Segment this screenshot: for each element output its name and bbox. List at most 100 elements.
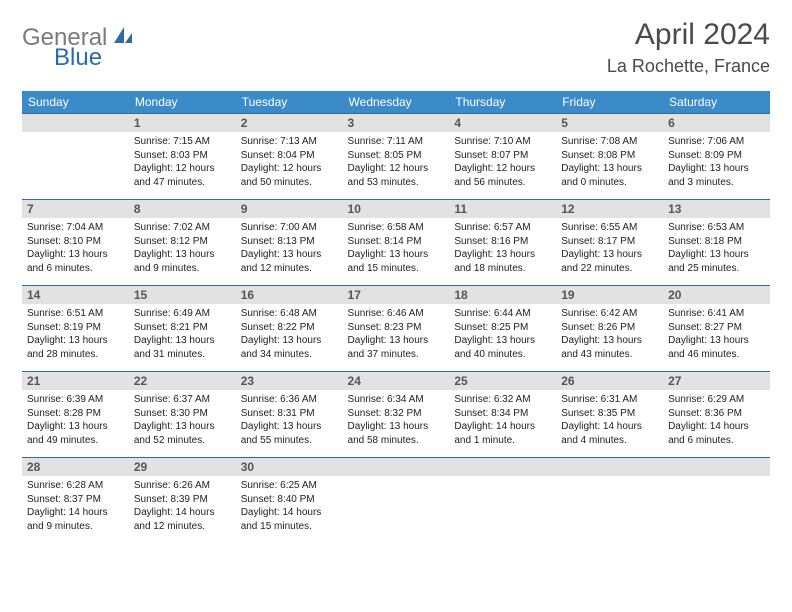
sunset-text: Sunset: 8:39 PM [134,493,231,507]
day-number: 2 [236,114,343,132]
calendar-cell: 14Sunrise: 6:51 AMSunset: 8:19 PMDayligh… [22,286,129,372]
day-details: Sunrise: 7:04 AMSunset: 8:10 PMDaylight:… [22,218,129,281]
daylight-text: Daylight: 13 hours and 22 minutes. [561,248,658,275]
daylight-text: Daylight: 14 hours and 4 minutes. [561,420,658,447]
daylight-text: Daylight: 13 hours and 40 minutes. [454,334,551,361]
calendar-cell: 12Sunrise: 6:55 AMSunset: 8:17 PMDayligh… [556,200,663,286]
day-number: 1 [129,114,236,132]
calendar-cell: 13Sunrise: 6:53 AMSunset: 8:18 PMDayligh… [663,200,770,286]
day-details: Sunrise: 6:26 AMSunset: 8:39 PMDaylight:… [129,476,236,539]
header: General Blue April 2024 La Rochette, Fra… [22,18,770,77]
sunset-text: Sunset: 8:04 PM [241,149,338,163]
daylight-text: Daylight: 12 hours and 53 minutes. [348,162,445,189]
day-number: 24 [343,372,450,390]
sunset-text: Sunset: 8:16 PM [454,235,551,249]
calendar-cell: 27Sunrise: 6:29 AMSunset: 8:36 PMDayligh… [663,372,770,458]
sunset-text: Sunset: 8:36 PM [668,407,765,421]
day-details: Sunrise: 7:08 AMSunset: 8:08 PMDaylight:… [556,132,663,195]
calendar-cell [343,458,450,544]
calendar-cell: 6Sunrise: 7:06 AMSunset: 8:09 PMDaylight… [663,114,770,200]
day-number: 20 [663,286,770,304]
daylight-text: Daylight: 13 hours and 28 minutes. [27,334,124,361]
daylight-text: Daylight: 13 hours and 6 minutes. [27,248,124,275]
sunrise-text: Sunrise: 6:42 AM [561,307,658,321]
sunset-text: Sunset: 8:28 PM [27,407,124,421]
sunrise-text: Sunrise: 6:28 AM [27,479,124,493]
sunset-text: Sunset: 8:07 PM [454,149,551,163]
calendar-cell: 4Sunrise: 7:10 AMSunset: 8:07 PMDaylight… [449,114,556,200]
day-number [22,114,129,132]
sunrise-text: Sunrise: 6:49 AM [134,307,231,321]
calendar-cell: 25Sunrise: 6:32 AMSunset: 8:34 PMDayligh… [449,372,556,458]
sunset-text: Sunset: 8:08 PM [561,149,658,163]
daylight-text: Daylight: 13 hours and 9 minutes. [134,248,231,275]
sunset-text: Sunset: 8:34 PM [454,407,551,421]
sunrise-text: Sunrise: 7:13 AM [241,135,338,149]
day-details [556,476,663,536]
calendar-cell: 16Sunrise: 6:48 AMSunset: 8:22 PMDayligh… [236,286,343,372]
day-details: Sunrise: 6:53 AMSunset: 8:18 PMDaylight:… [663,218,770,281]
daylight-text: Daylight: 13 hours and 0 minutes. [561,162,658,189]
sunrise-text: Sunrise: 6:48 AM [241,307,338,321]
calendar-cell: 18Sunrise: 6:44 AMSunset: 8:25 PMDayligh… [449,286,556,372]
sunset-text: Sunset: 8:40 PM [241,493,338,507]
sunset-text: Sunset: 8:14 PM [348,235,445,249]
calendar-cell: 5Sunrise: 7:08 AMSunset: 8:08 PMDaylight… [556,114,663,200]
sunrise-text: Sunrise: 6:26 AM [134,479,231,493]
sunrise-text: Sunrise: 7:11 AM [348,135,445,149]
location: La Rochette, France [607,56,770,77]
month-title: April 2024 [607,18,770,52]
sunrise-text: Sunrise: 6:25 AM [241,479,338,493]
daylight-text: Daylight: 13 hours and 34 minutes. [241,334,338,361]
sunrise-text: Sunrise: 6:51 AM [27,307,124,321]
sunrise-text: Sunrise: 6:57 AM [454,221,551,235]
day-number: 25 [449,372,556,390]
sunrise-text: Sunrise: 6:32 AM [454,393,551,407]
day-number: 23 [236,372,343,390]
day-number: 30 [236,458,343,476]
day-details: Sunrise: 6:36 AMSunset: 8:31 PMDaylight:… [236,390,343,453]
sunset-text: Sunset: 8:09 PM [668,149,765,163]
sunset-text: Sunset: 8:03 PM [134,149,231,163]
day-number: 11 [449,200,556,218]
day-details: Sunrise: 6:51 AMSunset: 8:19 PMDaylight:… [22,304,129,367]
calendar-cell: 10Sunrise: 6:58 AMSunset: 8:14 PMDayligh… [343,200,450,286]
day-number: 8 [129,200,236,218]
day-number: 18 [449,286,556,304]
calendar-cell: 15Sunrise: 6:49 AMSunset: 8:21 PMDayligh… [129,286,236,372]
calendar-week-row: 28Sunrise: 6:28 AMSunset: 8:37 PMDayligh… [22,458,770,544]
calendar-week-row: 1Sunrise: 7:15 AMSunset: 8:03 PMDaylight… [22,114,770,200]
day-details: Sunrise: 6:49 AMSunset: 8:21 PMDaylight:… [129,304,236,367]
daylight-text: Daylight: 12 hours and 56 minutes. [454,162,551,189]
sunset-text: Sunset: 8:12 PM [134,235,231,249]
calendar-week-row: 14Sunrise: 6:51 AMSunset: 8:19 PMDayligh… [22,286,770,372]
day-details: Sunrise: 7:02 AMSunset: 8:12 PMDaylight:… [129,218,236,281]
sunrise-text: Sunrise: 7:06 AM [668,135,765,149]
daylight-text: Daylight: 13 hours and 12 minutes. [241,248,338,275]
calendar-cell: 19Sunrise: 6:42 AMSunset: 8:26 PMDayligh… [556,286,663,372]
day-number: 9 [236,200,343,218]
calendar-week-row: 7Sunrise: 7:04 AMSunset: 8:10 PMDaylight… [22,200,770,286]
sunset-text: Sunset: 8:22 PM [241,321,338,335]
calendar-cell: 1Sunrise: 7:15 AMSunset: 8:03 PMDaylight… [129,114,236,200]
calendar-cell: 24Sunrise: 6:34 AMSunset: 8:32 PMDayligh… [343,372,450,458]
calendar-cell: 20Sunrise: 6:41 AMSunset: 8:27 PMDayligh… [663,286,770,372]
day-number [556,458,663,476]
calendar-cell: 9Sunrise: 7:00 AMSunset: 8:13 PMDaylight… [236,200,343,286]
sunset-text: Sunset: 8:18 PM [668,235,765,249]
calendar-cell: 22Sunrise: 6:37 AMSunset: 8:30 PMDayligh… [129,372,236,458]
calendar-cell: 26Sunrise: 6:31 AMSunset: 8:35 PMDayligh… [556,372,663,458]
daylight-text: Daylight: 13 hours and 58 minutes. [348,420,445,447]
day-number: 19 [556,286,663,304]
day-details: Sunrise: 6:57 AMSunset: 8:16 PMDaylight:… [449,218,556,281]
day-number: 7 [22,200,129,218]
sunrise-text: Sunrise: 6:46 AM [348,307,445,321]
sunset-text: Sunset: 8:37 PM [27,493,124,507]
calendar-cell: 17Sunrise: 6:46 AMSunset: 8:23 PMDayligh… [343,286,450,372]
calendar-cell: 11Sunrise: 6:57 AMSunset: 8:16 PMDayligh… [449,200,556,286]
weekday-header: Wednesday [343,91,450,114]
day-details: Sunrise: 6:41 AMSunset: 8:27 PMDaylight:… [663,304,770,367]
sunset-text: Sunset: 8:10 PM [27,235,124,249]
daylight-text: Daylight: 13 hours and 55 minutes. [241,420,338,447]
calendar-cell [663,458,770,544]
